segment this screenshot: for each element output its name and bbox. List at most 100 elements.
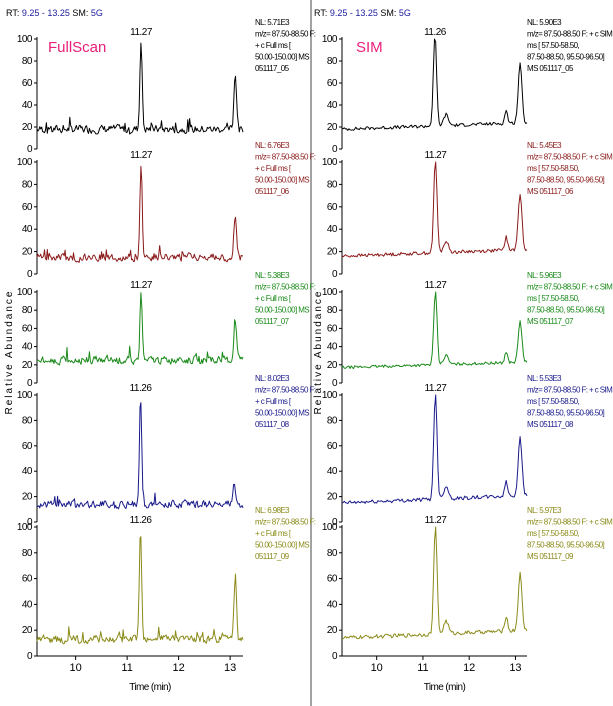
y-tick-label: 40: [22, 599, 33, 610]
y-tick-label: 60: [327, 202, 338, 213]
scan-info-text: + c Full ms [: [255, 164, 292, 173]
y-tick-label: 20: [22, 122, 33, 133]
signal-trace: [36, 402, 244, 510]
y-tick-label: 20: [327, 492, 338, 503]
signal-trace: [36, 292, 244, 366]
signal-trace: [36, 536, 244, 645]
scan-info-text: ms [ 57.50-58.50,: [527, 41, 579, 50]
peak-rt-label: 11.26: [130, 515, 153, 526]
scan-info-text: NL: 5.53E3: [527, 374, 562, 383]
y-tick-label: 60: [22, 574, 33, 585]
x-tick-label: 12: [463, 662, 475, 674]
y-tick-label: 0: [27, 651, 33, 662]
y-tick-label: 0: [332, 144, 338, 155]
y-tick-label: 40: [22, 100, 33, 111]
y-tick-label: 80: [327, 548, 338, 559]
y-tick-label: 100: [322, 522, 338, 533]
y-tick-label: 40: [327, 224, 338, 235]
y-axis-label: Relative Abundance: [313, 290, 324, 415]
peak-rt-label: 11.27: [425, 150, 448, 161]
y-tick-label: 40: [327, 599, 338, 610]
signal-trace: [341, 394, 528, 505]
signal-trace: [36, 165, 243, 263]
column-title: SIM: [356, 39, 383, 56]
y-tick-label: 60: [22, 323, 33, 334]
peak-rt-label: 11.27: [425, 280, 448, 291]
y-axis-label: Relative Abundance: [4, 290, 15, 415]
scan-info-text: NL: 8.02E3: [255, 374, 290, 383]
scan-info-text: m/z= 87.50-88.50 F:: [255, 283, 316, 292]
scan-info-text: ms [ 57.50-58.50,: [527, 294, 579, 303]
y-tick-label: 100: [322, 34, 338, 45]
x-tick-label: 11: [121, 662, 132, 674]
y-tick-label: 20: [22, 247, 33, 258]
scan-info-text: ms [ 57.50-58.50,: [527, 529, 579, 538]
scan-info-text: NL: 5.45E3: [527, 141, 562, 150]
x-tick-label: 10: [371, 662, 383, 674]
scan-info-text: ms [ 57.50-58.50,: [527, 397, 579, 406]
scan-info-text: 87.50-88.50, 95.50-96.50]: [527, 409, 604, 418]
y-tick-label: 80: [327, 305, 338, 316]
y-tick-label: 20: [327, 360, 338, 371]
scan-info-text: + c Full ms [: [255, 41, 292, 50]
peak-rt-label: 11.26: [424, 27, 447, 38]
y-tick-label: 40: [327, 466, 338, 477]
y-tick-label: 80: [22, 548, 33, 559]
scan-info-text: NL: 6.76E3: [255, 141, 290, 150]
y-tick-label: 0: [332, 517, 338, 528]
y-tick-label: 20: [327, 625, 338, 636]
scan-info-text: 50.00-150.00] MS: [255, 306, 309, 315]
y-tick-label: 60: [327, 323, 338, 334]
y-tick-label: 80: [327, 179, 338, 190]
y-tick-label: 40: [327, 100, 338, 111]
y-tick-label: 60: [22, 202, 33, 213]
y-tick-label: 40: [22, 224, 33, 235]
y-tick-label: 100: [17, 157, 33, 168]
scan-info-text: MS 051117_05: [527, 64, 574, 73]
scan-info-text: 50.00-150.00] MS: [255, 409, 309, 418]
y-tick-label: 0: [27, 378, 33, 389]
scan-info-text: 051117_06: [255, 187, 290, 196]
peak-rt-label: 11.27: [425, 515, 448, 526]
scan-info-text: m/z= 87.50-88.50 F: + c SIM: [527, 153, 613, 162]
y-tick-label: 0: [27, 269, 33, 280]
y-tick-label: 100: [17, 390, 33, 401]
y-tick-label: 20: [327, 247, 338, 258]
scan-info-text: 051117_09: [255, 552, 290, 561]
scan-info-text: m/z= 87.50-88.50 F:: [255, 518, 316, 527]
y-tick-label: 20: [22, 492, 33, 503]
scan-info-text: 87.50-88.50, 95.50-96.50]: [527, 541, 604, 550]
signal-trace: [36, 42, 244, 135]
y-tick-label: 0: [332, 269, 338, 280]
peak-rt-label: 11.27: [425, 383, 448, 394]
scan-info-text: NL: 5.97E3: [527, 506, 562, 515]
signal-trace: [341, 161, 528, 258]
scan-info-text: 051117_05: [255, 64, 290, 73]
y-tick-label: 80: [22, 415, 33, 426]
peak-rt-label: 11.27: [130, 150, 153, 161]
scan-info-text: 87.50-88.50, 95.50-96.50]: [527, 176, 604, 185]
scan-info-text: MS 051117_08: [527, 420, 574, 429]
y-tick-label: 0: [27, 517, 33, 528]
scan-info-text: + c Full ms [: [255, 529, 292, 538]
y-tick-label: 80: [22, 305, 33, 316]
scan-info-text: + c Full ms [: [255, 397, 292, 406]
y-tick-label: 60: [327, 441, 338, 452]
column-title: FullScan: [48, 39, 106, 56]
y-tick-label: 80: [327, 56, 338, 67]
y-tick-label: 60: [327, 574, 338, 585]
x-tick-label: 13: [509, 662, 521, 674]
y-tick-label: 20: [22, 625, 33, 636]
x-tick-label: 10: [70, 662, 82, 674]
y-tick-label: 60: [22, 441, 33, 452]
y-tick-label: 20: [327, 122, 338, 133]
signal-trace: [341, 526, 528, 640]
scan-info-text: NL: 5.38E3: [255, 271, 290, 280]
scan-info-text: 87.50-88.50, 95.50-96.50]: [527, 53, 604, 62]
y-tick-label: 80: [22, 56, 33, 67]
scan-info-text: 50.00-150.00] MS: [255, 53, 309, 62]
y-tick-label: 0: [332, 378, 338, 389]
signal-trace: [341, 291, 528, 370]
scan-info-text: ms [ 57.50-58.50,: [527, 164, 579, 173]
